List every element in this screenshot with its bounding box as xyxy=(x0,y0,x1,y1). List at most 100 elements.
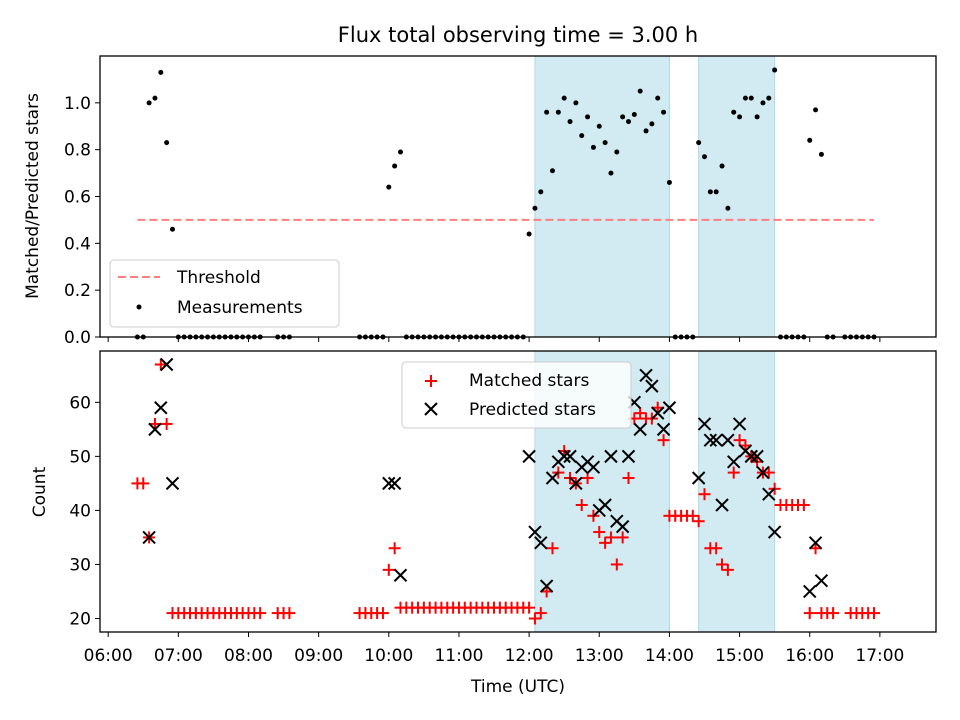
measurement-point xyxy=(813,107,819,113)
top-y-tick-label: 0.6 xyxy=(64,188,91,208)
matched-star-point xyxy=(698,488,711,501)
measurement-point xyxy=(719,163,725,169)
top-legend-box xyxy=(109,259,340,328)
matched-star-point xyxy=(160,417,173,430)
matched-star-point xyxy=(376,607,389,620)
predicted-star-point xyxy=(545,471,560,485)
predicted-star-point xyxy=(522,449,536,464)
x-tick-label: 07:00 xyxy=(154,646,203,666)
threshold-legend-label: Threshold xyxy=(176,268,261,288)
measurement-point xyxy=(596,123,602,129)
predicted-star-point xyxy=(762,487,776,501)
predicted-marker-b xyxy=(662,401,677,415)
bottom-legend-box xyxy=(401,361,632,429)
predicted-marker-b xyxy=(615,519,630,534)
x-tick-label: 10:00 xyxy=(364,646,413,666)
measurement-point xyxy=(567,119,573,125)
top-legend: Threshold Measurements xyxy=(109,259,340,328)
measurement-point xyxy=(625,119,631,125)
measurement-point xyxy=(146,100,152,106)
top-y-tick-label: 1.0 xyxy=(64,94,91,114)
x-tick-label: 08:00 xyxy=(224,646,273,666)
measurement-point xyxy=(725,205,731,211)
predicted-marker-b xyxy=(393,568,408,582)
predicted-marker-b xyxy=(545,471,560,485)
matched-star-point xyxy=(593,526,606,539)
matched-star-point xyxy=(137,477,150,490)
bottom-legend: Matched stars Predicted stars xyxy=(401,361,632,429)
predicted-marker-b xyxy=(557,449,571,464)
predicted-marker-b xyxy=(522,449,536,464)
bottom-shaded-interval-1 xyxy=(698,350,776,633)
predicted-star-point xyxy=(703,433,718,447)
predicted-star-point xyxy=(808,536,823,550)
matched-star-point xyxy=(868,607,881,620)
matched-stars-legend-swatch xyxy=(425,375,437,387)
predicted-star-point xyxy=(159,357,174,372)
predicted-star-point xyxy=(142,530,156,545)
matched-star-point xyxy=(254,607,267,620)
matched-star-point xyxy=(581,471,594,484)
predicted-marker-b xyxy=(154,401,168,415)
matched-star-point xyxy=(616,531,629,544)
matched-star-point xyxy=(716,558,729,571)
predicted-marker-b xyxy=(651,406,665,420)
matched-star-point xyxy=(599,536,612,549)
measurement-point xyxy=(555,109,561,115)
predicted-marker-b xyxy=(639,368,653,383)
predicted-marker-b xyxy=(165,476,180,491)
matched-star-point xyxy=(546,542,559,555)
predicted-star-point xyxy=(382,476,396,491)
measurement-point xyxy=(713,189,719,195)
predicted-star-point xyxy=(586,460,601,474)
predicted-marker-b xyxy=(744,449,758,464)
measurement-point xyxy=(573,100,579,106)
predicted-marker-b xyxy=(732,417,747,431)
predicted-marker-b xyxy=(539,579,554,593)
predicted-stars-legend-label: Predicted stars xyxy=(469,400,596,420)
measurement-point xyxy=(754,114,760,120)
measurement-point xyxy=(169,226,175,232)
matched-star-point xyxy=(733,434,746,447)
top-y-axis-label: Matched/Predicted stars xyxy=(23,93,43,299)
measurement-point xyxy=(579,133,585,139)
matched-star-point xyxy=(727,466,740,479)
predicted-star-point xyxy=(750,449,764,464)
measurements-legend-swatch xyxy=(136,304,142,310)
predicted-marker-b xyxy=(387,476,402,491)
predicted-marker-b xyxy=(656,422,671,437)
bottom-axes: 20 30 40 50 60 06:00 07:00 08:00 09:00 10:00 11:00… xyxy=(69,393,904,666)
predicted-marker-b xyxy=(709,433,723,447)
predicted-star-point xyxy=(165,476,180,491)
predicted-star-point xyxy=(393,568,408,582)
predicted-star-point xyxy=(534,536,548,550)
predicted-star-point xyxy=(721,433,735,447)
measurement-point xyxy=(608,170,614,176)
predicted-star-point xyxy=(645,379,659,393)
matched-star-point xyxy=(803,607,816,620)
predicted-star-point xyxy=(621,449,636,464)
predicted-star-point xyxy=(148,422,162,437)
predicted-marker-b xyxy=(586,460,601,474)
top-shaded-interval-0 xyxy=(534,55,670,338)
measurement-point xyxy=(655,95,661,101)
predicted-marker-b xyxy=(808,536,823,550)
predicted-star-point xyxy=(656,422,671,437)
matched-star-point xyxy=(634,407,647,420)
top-y-tick-label: 0.2 xyxy=(64,281,91,301)
x-tick-label: 15:00 xyxy=(715,646,764,666)
matched-star-point xyxy=(721,563,734,576)
predicted-star-point xyxy=(691,471,706,485)
measurement-point xyxy=(818,151,824,157)
matched-star-point xyxy=(797,499,810,512)
predicted-star-point xyxy=(662,401,677,415)
measurement-point xyxy=(807,137,813,143)
measurement-point xyxy=(772,67,778,73)
predicted-marker-b xyxy=(697,417,712,431)
predicted-marker-b xyxy=(814,573,829,588)
top-y-tick-label: 0.4 xyxy=(64,234,91,254)
x-tick-label: 09:00 xyxy=(294,646,343,666)
top-y-tick-label: 0.8 xyxy=(64,141,91,161)
matched-star-point xyxy=(575,499,588,512)
predicted-stars-series xyxy=(142,357,829,599)
